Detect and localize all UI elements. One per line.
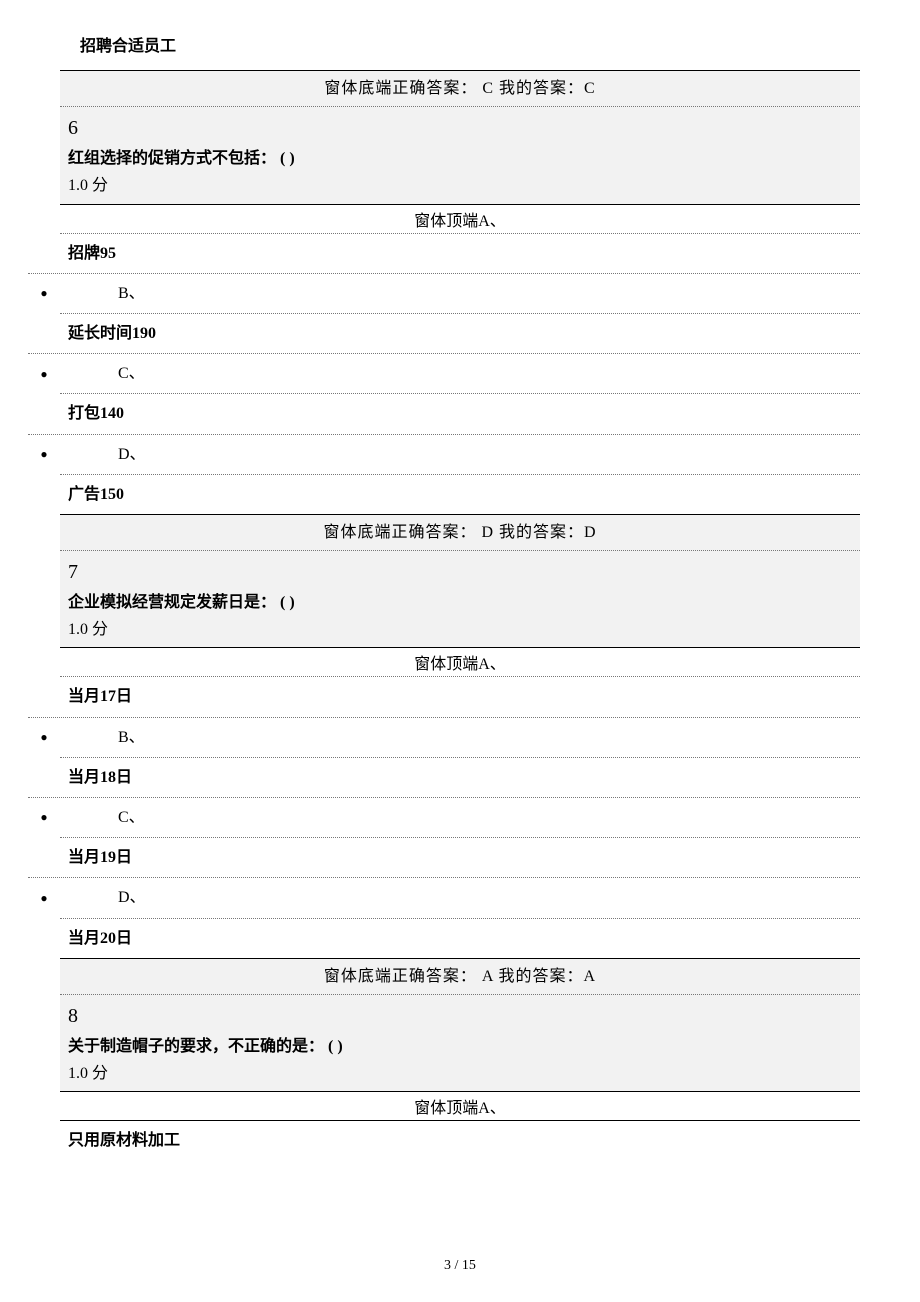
q7-option-c: 当月19日 [60, 837, 860, 877]
q6-label-c: C、 [60, 360, 145, 387]
q5-answer-line: 窗体底端正确答案： C 我的答案：C [68, 75, 852, 102]
q7-label-c-row: ● C、 [28, 797, 860, 837]
q7-option-b: 当月18日 [60, 757, 860, 797]
header-title: 招聘合适员工 [80, 32, 860, 56]
q8-score: 1.0 分 [68, 1060, 852, 1087]
q7-label-d-row: ● D、 [28, 877, 860, 917]
bullet-icon: ● [28, 807, 60, 827]
q8-option-a: 只用原材料加工 [60, 1120, 860, 1160]
q7-top-a-label: 窗体顶端A、 [60, 647, 860, 676]
bullet-icon: ● [28, 888, 60, 908]
q7-label-d: D、 [60, 884, 146, 911]
q6-answer-block: 窗体底端正确答案： D 我的答案：D [60, 514, 860, 550]
q8-question: 关于制造帽子的要求，不正确的是： ( ) [68, 1033, 852, 1060]
q7-answer-block: 窗体底端正确答案： A 我的答案：A [60, 958, 860, 994]
q8-top-a-label: 窗体顶端A、 [60, 1091, 860, 1120]
q7-header-block: 7 企业模拟经营规定发薪日是： ( ) 1.0 分 [60, 550, 860, 647]
q6-header-block: 6 红组选择的促销方式不包括： ( ) 1.0 分 [60, 106, 860, 203]
bullet-icon: ● [28, 283, 60, 303]
q6-number: 6 [68, 111, 852, 145]
q6-label-d: D、 [60, 441, 146, 468]
q6-label-b: B、 [60, 280, 145, 307]
q6-option-d: 广告150 [60, 474, 860, 514]
q7-option-a: 当月17日 [60, 676, 860, 716]
bullet-icon: ● [28, 444, 60, 464]
q7-score: 1.0 分 [68, 616, 852, 643]
q8-number: 8 [68, 999, 852, 1033]
q8-header-block: 8 关于制造帽子的要求，不正确的是： ( ) 1.0 分 [60, 994, 860, 1091]
q7-label-b-row: ● B、 [28, 717, 860, 757]
q6-option-a: 招牌95 [60, 233, 860, 273]
bullet-icon: ● [28, 727, 60, 747]
q5-answer-block: 窗体底端正确答案： C 我的答案：C [60, 70, 860, 106]
q6-label-d-row: ● D、 [28, 434, 860, 474]
page-number: 3 / 15 [0, 1258, 920, 1274]
q6-answer-line: 窗体底端正确答案： D 我的答案：D [68, 519, 852, 546]
q6-option-c: 打包140 [60, 393, 860, 433]
q6-question: 红组选择的促销方式不包括： ( ) [68, 145, 852, 172]
q7-answer-line: 窗体底端正确答案： A 我的答案：A [68, 963, 852, 990]
q7-question: 企业模拟经营规定发薪日是： ( ) [68, 589, 852, 616]
q7-label-b: B、 [60, 724, 145, 751]
q6-score: 1.0 分 [68, 172, 852, 199]
q6-label-b-row: ● B、 [28, 273, 860, 313]
q7-number: 7 [68, 555, 852, 589]
q6-label-c-row: ● C、 [28, 353, 860, 393]
q7-label-c: C、 [60, 804, 145, 831]
q7-option-d: 当月20日 [60, 918, 860, 958]
q6-option-b: 延长时间190 [60, 313, 860, 353]
bullet-icon: ● [28, 364, 60, 384]
q6-top-a-label: 窗体顶端A、 [60, 204, 860, 233]
page-container: 招聘合适员工 窗体底端正确答案： C 我的答案：C 6 红组选择的促销方式不包括… [0, 0, 920, 1161]
